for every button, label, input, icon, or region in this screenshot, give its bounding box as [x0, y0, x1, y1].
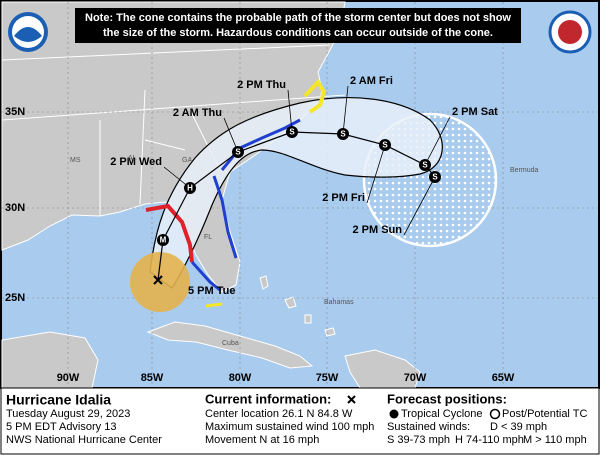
legend-icon — [389, 409, 399, 419]
leader-line — [342, 85, 349, 135]
info-panel — [0, 387, 600, 455]
lon-label: 65W — [492, 372, 515, 384]
place-label: Bahamas — [324, 299, 354, 306]
lon-label: 75W — [316, 372, 339, 384]
forecast-time: 2 PM Thu — [237, 79, 286, 91]
forecast-marker — [286, 126, 298, 138]
storm-watch — [303, 78, 327, 114]
lat-label: 30N — [5, 202, 25, 214]
forecast-time: 2 AM Thu — [173, 107, 222, 119]
leader-line — [223, 117, 239, 153]
lon-label: 90W — [57, 372, 80, 384]
lon-label: 80W — [229, 372, 252, 384]
forecast-time: 5 PM Tue — [188, 285, 235, 297]
forecast-marker — [157, 234, 169, 246]
forecast-marker — [419, 159, 431, 171]
forecast-time: 2 PM Fri — [322, 192, 365, 204]
current-wind: Maximum sustained wind 100 mph — [205, 421, 374, 433]
current-location: Center location 26.1 N 84.8 W — [205, 408, 353, 420]
forecast-title: Forecast positions: — [387, 391, 507, 406]
nws-logo — [548, 10, 592, 54]
lat-label: 35N — [5, 106, 25, 118]
current-position — [153, 275, 163, 285]
forecast-marker — [184, 182, 196, 194]
hurricane-warning — [145, 203, 194, 263]
legend-label: S 39-73 mph — [387, 434, 450, 446]
cone — [149, 97, 443, 289]
legend-icon — [489, 408, 501, 420]
land — [1, 1, 421, 389]
leader-line — [366, 144, 386, 204]
marker-letter: S — [422, 161, 428, 170]
marker-letter: H — [187, 184, 193, 193]
forecast-marker — [379, 139, 391, 151]
storm-date: Tuesday August 29, 2023 — [6, 408, 130, 420]
legend-label: Post/Potential TC — [502, 408, 587, 420]
place-label: Cuba — [222, 340, 239, 347]
note-box — [75, 8, 521, 43]
marker-letter: S — [382, 141, 388, 150]
leader-line — [403, 176, 436, 236]
legend-label: H 74-110 mph — [455, 434, 524, 446]
legend-label: Sustained winds: — [387, 421, 470, 433]
noaa-logo — [8, 12, 48, 52]
storm-watch — [205, 302, 223, 308]
place-label: AL — [128, 155, 137, 162]
current-movement: Movement N at 16 mph — [205, 434, 319, 446]
place-label: FL — [204, 234, 212, 241]
place-label: GA — [182, 157, 192, 164]
legend-label: Tropical Cyclone — [401, 408, 483, 420]
forecast-marker — [429, 171, 441, 183]
leader-line — [287, 89, 293, 133]
lat-label: 25N — [5, 292, 25, 304]
forecast-marker — [232, 146, 244, 158]
forecast-marker — [337, 128, 349, 140]
forecast-time: 2 AM Fri — [350, 75, 393, 87]
legend-label: D < 39 mph — [490, 421, 547, 433]
current-icon — [347, 395, 356, 404]
marker-letter: S — [432, 173, 438, 182]
marker-letter: M — [160, 236, 167, 245]
marker-letter: S — [235, 148, 241, 157]
leader-line — [424, 116, 451, 166]
storm-name: Hurricane Idalia — [6, 392, 111, 408]
note: Note: The cone contains the probable pat… — [85, 12, 511, 24]
legend-label: M > 110 mph — [523, 434, 587, 446]
note: the size of the storm. Hazardous conditi… — [103, 27, 493, 39]
place-label: MS — [70, 157, 81, 164]
forecast-time: 2 PM Sun — [352, 224, 402, 236]
advisory: 5 PM EDT Advisory 13 — [6, 421, 116, 433]
source: NWS National Hurricane Center — [6, 434, 162, 446]
current-title: Current information: — [205, 391, 331, 406]
place-label: Bermuda — [510, 167, 539, 174]
marker-letter: S — [340, 130, 346, 139]
lon-label: 85W — [141, 372, 164, 384]
forecast-time: 2 PM Wed — [110, 156, 162, 168]
forecast-time: 2 PM Sat — [452, 106, 498, 118]
lon-label: 70W — [404, 372, 427, 384]
marker-letter: S — [289, 128, 295, 137]
